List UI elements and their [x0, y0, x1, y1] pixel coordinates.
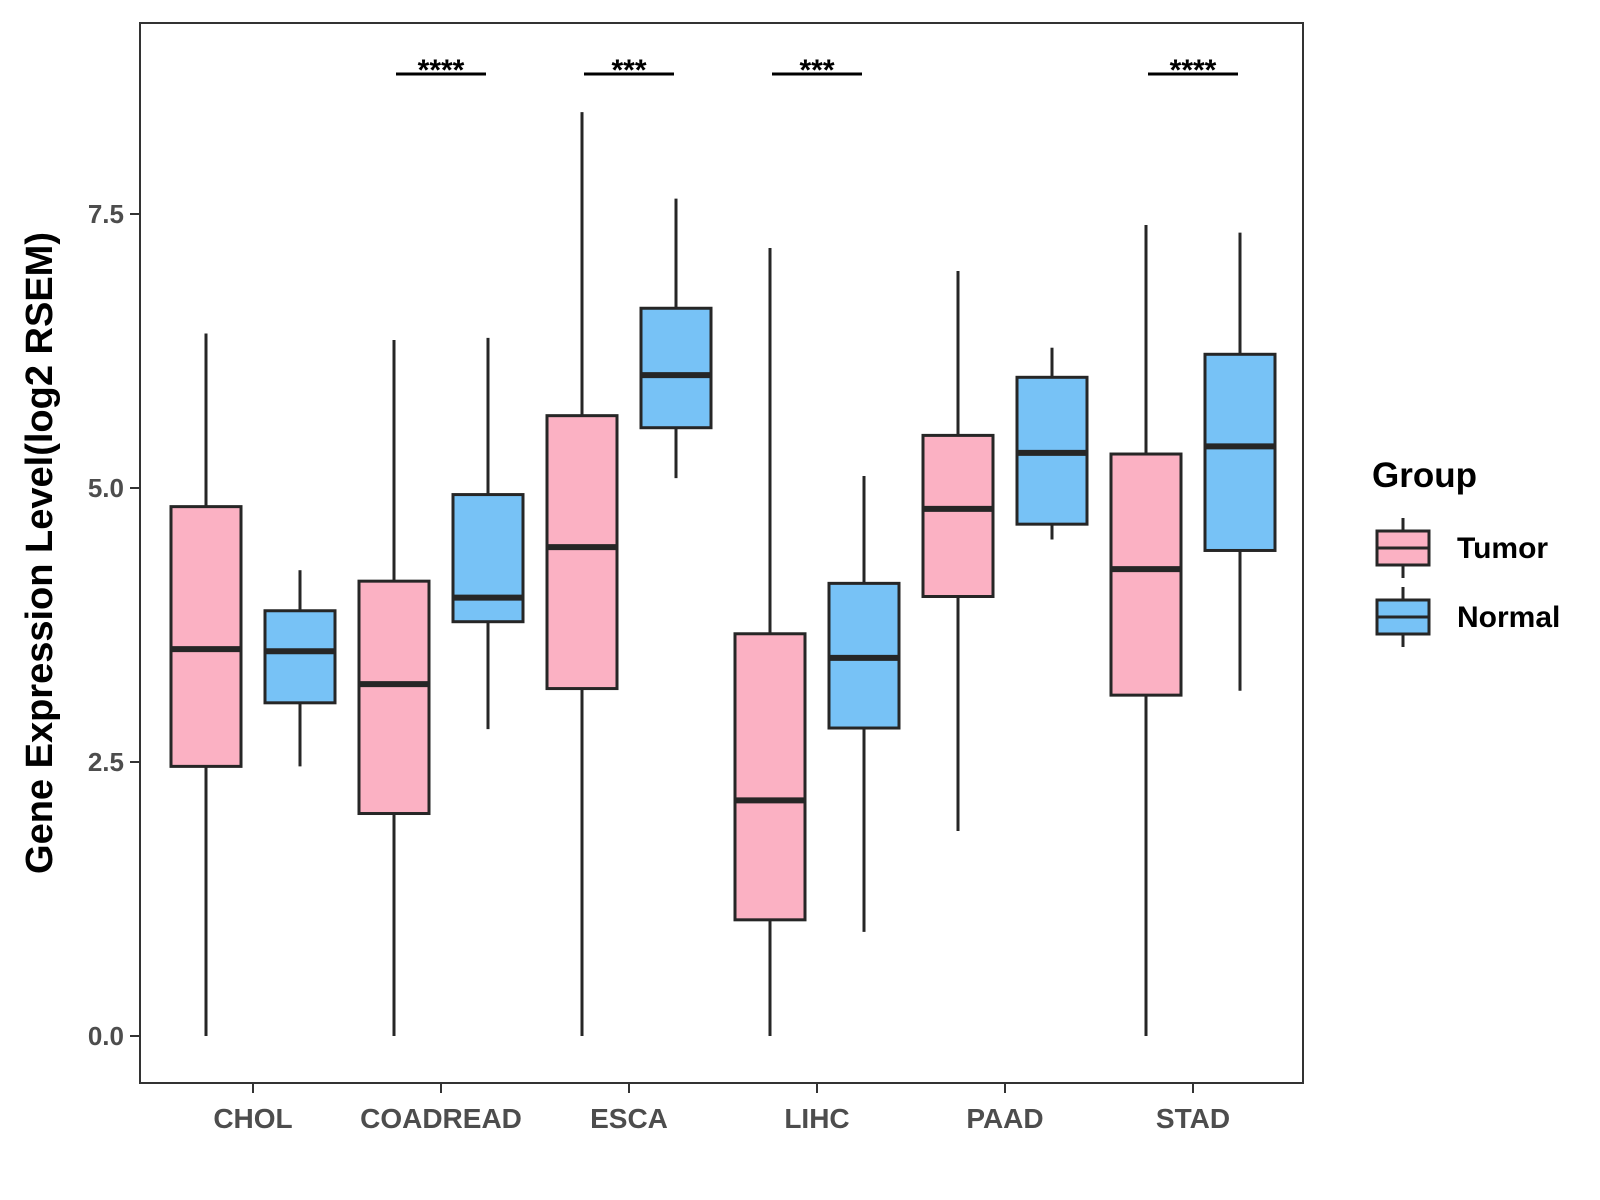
box-tumor-paad: [921, 270, 995, 832]
box-body-tumor-paad: [921, 433, 995, 599]
box-body-normal-chol: [263, 609, 337, 705]
legend-title: Group: [1372, 456, 1477, 495]
box-body-tumor-chol: [169, 505, 243, 768]
box-body-tumor-stad: [1109, 452, 1183, 697]
box-tumor-esca: [545, 112, 619, 1036]
legend: Group Tumor Normal: [1372, 456, 1560, 647]
x-tick-label-coadread: COADREAD: [360, 1103, 522, 1134]
box-body-normal-coadread: [451, 493, 525, 624]
box-body-tumor-esca: [545, 414, 619, 691]
x-tick-label-stad: STAD: [1156, 1103, 1230, 1134]
legend-entry-normal: Normal: [1375, 587, 1560, 647]
legend-label-tumor: Tumor: [1457, 532, 1548, 565]
sig-label-lihc: ***: [799, 54, 834, 87]
box-normal-lihc: [827, 475, 901, 932]
plot-panel-border: [139, 22, 1304, 1084]
box-normal-paad: [1015, 347, 1089, 540]
significance-layer: **** *** *** ****: [396, 54, 1238, 87]
box-tumor-coadread: [357, 340, 431, 1036]
box-body-tumor-coadread: [357, 579, 431, 816]
x-tick-label-chol: CHOL: [213, 1103, 292, 1134]
legend-label-normal: Normal: [1457, 601, 1560, 634]
box-normal-coadread: [451, 337, 525, 730]
sig-label-esca: ***: [611, 54, 646, 87]
x-tick-label-esca: ESCA: [590, 1103, 668, 1134]
legend-entry-tumor: Tumor: [1375, 518, 1548, 578]
boxes-layer: [169, 112, 1277, 1036]
box-body-normal-esca: [639, 306, 713, 430]
y-axis-title: Gene Expression Level(log2 RSEM): [19, 232, 61, 874]
y-axis: 0.0 2.5 5.0 7.5: [88, 199, 140, 1051]
box-body-normal-stad: [1203, 352, 1277, 552]
box-normal-esca: [639, 198, 713, 479]
box-tumor-chol: [169, 333, 243, 1036]
y-tick-label-2: 5.0: [88, 473, 124, 503]
x-axis: CHOL COADREAD ESCA LIHC PAAD STAD: [213, 1083, 1230, 1134]
sig-label-coadread: ****: [418, 54, 465, 87]
box-normal-chol: [263, 570, 337, 767]
x-tick-label-paad: PAAD: [966, 1103, 1043, 1134]
y-tick-label-1: 2.5: [88, 747, 124, 777]
box-normal-stad: [1203, 232, 1277, 691]
y-tick-label-0: 0.0: [88, 1021, 124, 1051]
x-tick-label-lihc: LIHC: [784, 1103, 849, 1134]
box-tumor-lihc: [733, 247, 807, 1036]
box-body-tumor-lihc: [733, 632, 807, 922]
y-tick-label-3: 7.5: [88, 199, 124, 229]
box-tumor-stad: [1109, 224, 1183, 1036]
sig-label-stad: ****: [1170, 54, 1217, 87]
